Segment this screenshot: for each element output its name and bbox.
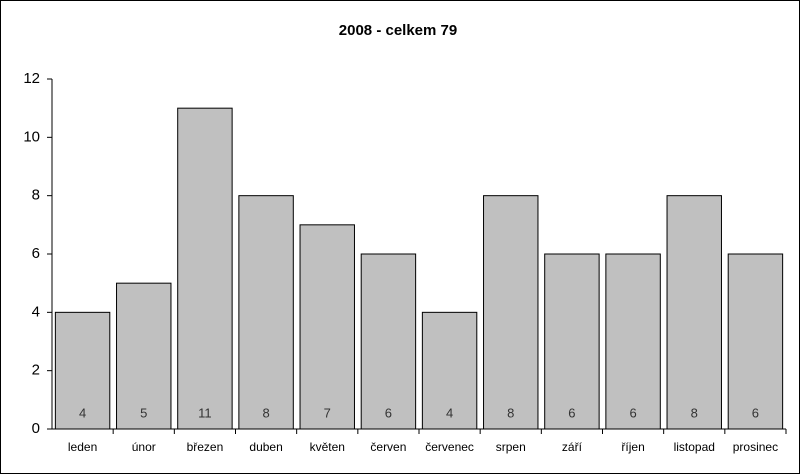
x-tick-label: květen: [310, 440, 345, 454]
bar: [421, 311, 478, 430]
x-tick-label: únor: [132, 440, 156, 454]
chart-title: 2008 - celkem 79: [339, 22, 457, 39]
x-tick-label: prosinec: [733, 440, 778, 454]
bar: [177, 107, 233, 430]
value-label: 6: [385, 405, 392, 420]
value-label: 4: [79, 405, 86, 420]
value-label: 6: [752, 405, 759, 420]
bar: [299, 224, 355, 430]
value-label: 5: [140, 405, 147, 420]
x-tick-label: srpen: [496, 440, 526, 454]
bar: [360, 253, 417, 430]
x-tick-label: říjen: [621, 440, 644, 454]
bar: [238, 195, 294, 430]
y-tick-label: 0: [32, 420, 40, 437]
value-label: 7: [324, 405, 331, 420]
value-label: 4: [446, 405, 453, 420]
value-label: 8: [262, 405, 269, 420]
value-label: 11: [198, 405, 212, 420]
value-label: 6: [568, 405, 575, 420]
bar: [544, 253, 600, 430]
value-label: 6: [629, 405, 636, 420]
y-tick-label: 12: [23, 70, 40, 87]
bar: [116, 282, 172, 430]
x-tick-label: září: [562, 440, 583, 454]
x-tick-label: listopad: [674, 440, 715, 454]
y-tick-label: 4: [32, 303, 40, 320]
bar: [483, 195, 539, 430]
x-tick-label: červenec: [425, 440, 474, 454]
y-tick-label: 8: [32, 187, 40, 204]
bar: [727, 253, 784, 430]
bar: [666, 195, 722, 430]
value-label: 8: [691, 405, 698, 420]
bar: [54, 311, 111, 430]
value-label: 8: [507, 405, 514, 420]
bar: [605, 253, 661, 430]
x-tick-label: březen: [187, 440, 224, 454]
x-tick-label: červen: [370, 440, 406, 454]
x-tick-label: leden: [68, 440, 97, 454]
y-tick-label: 2: [32, 362, 40, 379]
y-tick-label: 10: [23, 128, 40, 145]
y-tick-label: 6: [32, 245, 40, 262]
x-tick-label: duben: [249, 440, 282, 454]
